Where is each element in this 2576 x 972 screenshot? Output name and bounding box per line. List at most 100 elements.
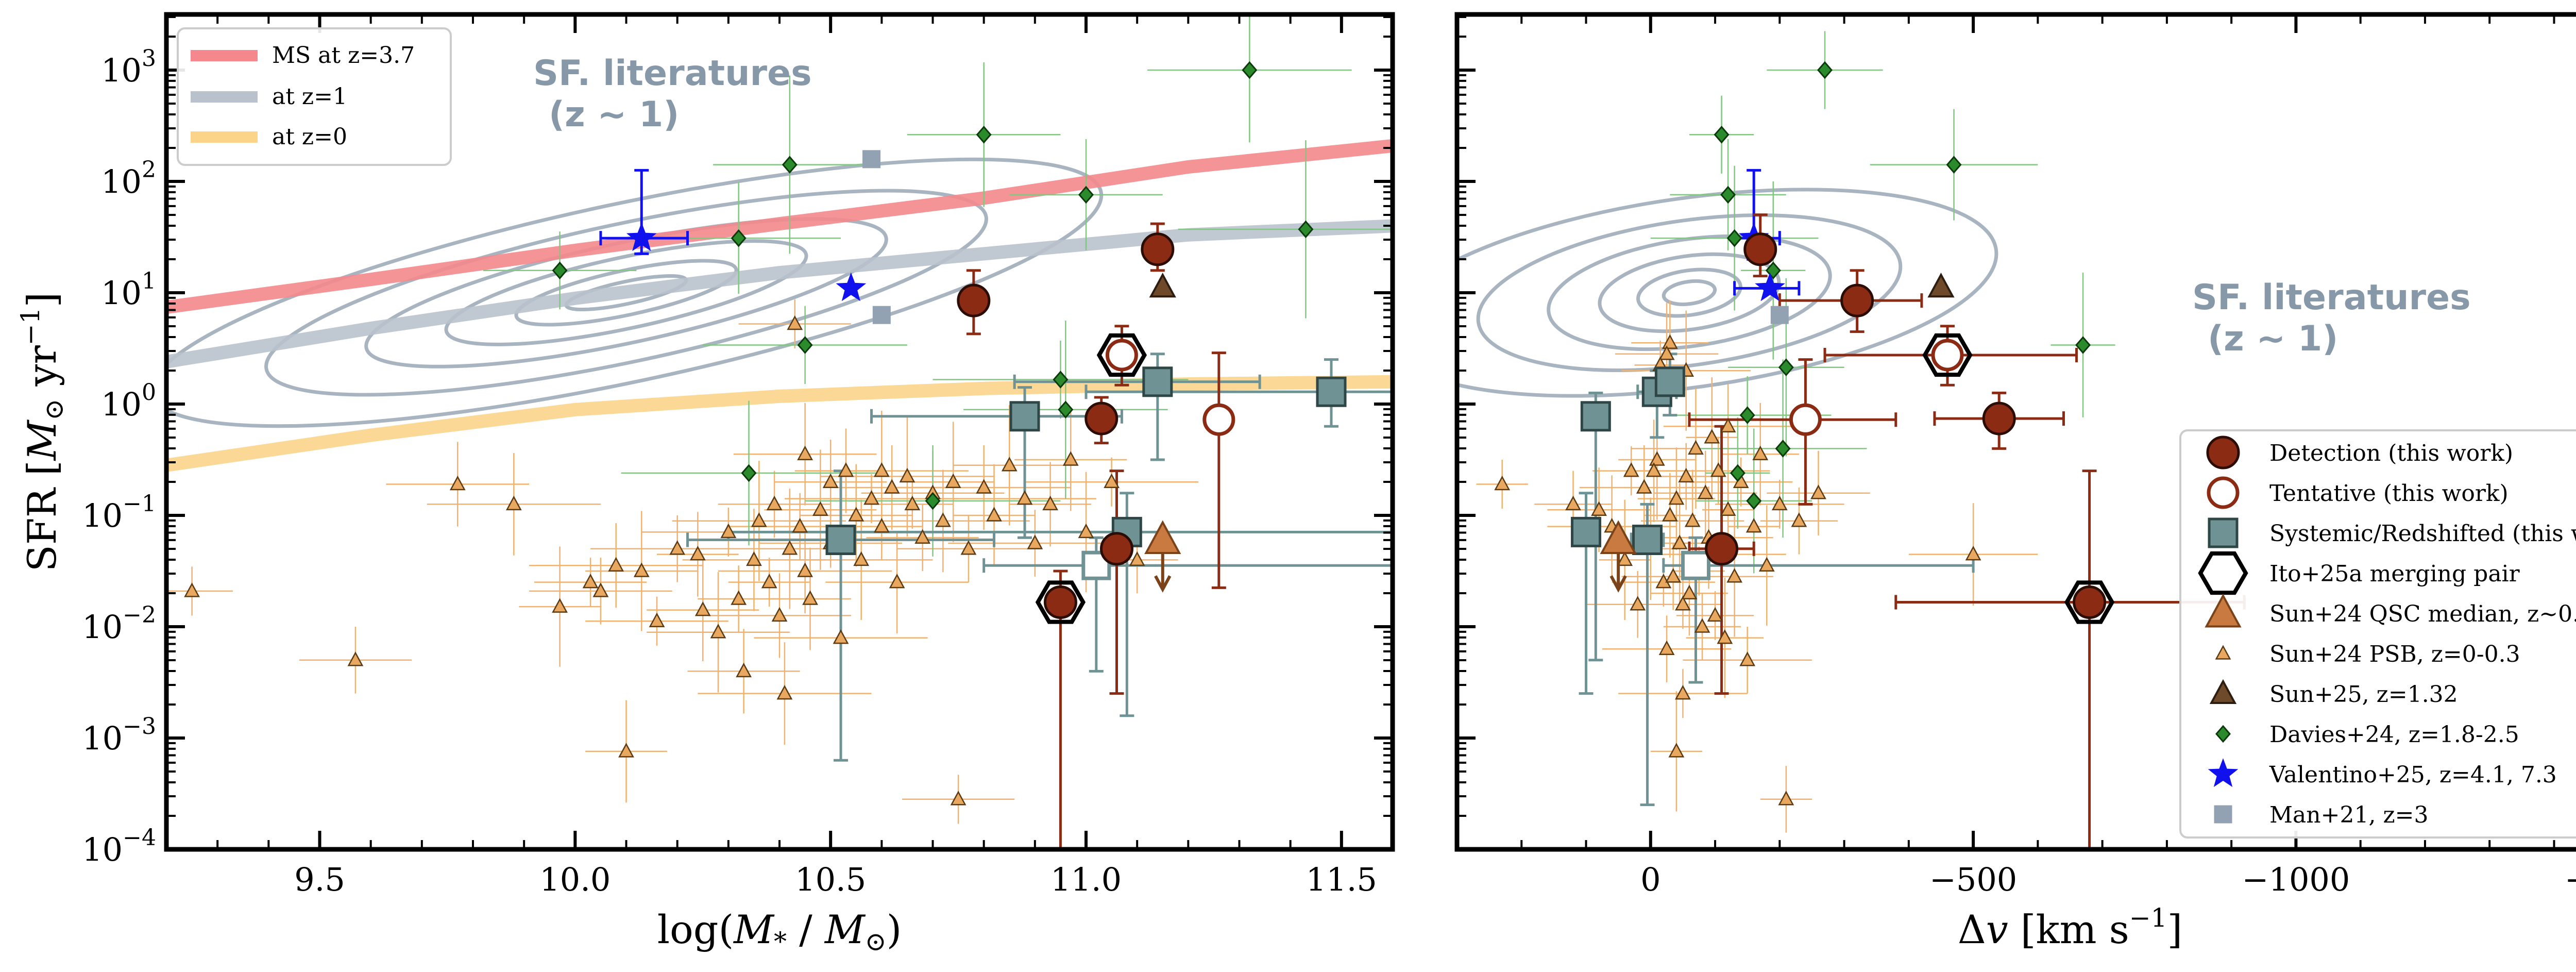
- right-diamond-point: [1775, 440, 1791, 458]
- right-small-triangle-point: [1649, 451, 1665, 466]
- left-small-triangle-point: [1027, 534, 1043, 549]
- left-small-triangle-point: [592, 582, 609, 597]
- left-big-triangle-point: [1144, 520, 1181, 555]
- left-small-triangle-point: [986, 507, 1002, 522]
- right-small-triangle-point: [1658, 345, 1675, 360]
- left-small-triangle-point: [1078, 523, 1094, 539]
- legend-label-detection: Detection (this work): [2269, 440, 2513, 466]
- left-panel: 10−4 10−3 10−2 10−1 100 101 102 103 9.5 10.0 10.5 1…: [15, 12, 1395, 957]
- left-small-triangle-point: [669, 540, 686, 555]
- left-ticks: 10−4 10−3 10−2 10−1 100 101 102 103 9.5 10.0 10.5 1…: [82, 14, 1394, 898]
- left-diamond-point: [731, 229, 747, 247]
- left-small-triangle-point: [618, 743, 634, 758]
- left-diamond-point: [1053, 371, 1069, 389]
- right-diamond-point: [1720, 186, 1736, 204]
- right-upper-limit-head: [1609, 575, 1627, 593]
- left-small-triangle-point: [899, 467, 916, 483]
- left-small-triangle-point: [853, 551, 870, 566]
- right-x-tick-label: 0: [1640, 861, 1660, 898]
- left-small-triangle-point: [838, 462, 854, 477]
- right-square-point: [1580, 401, 1611, 432]
- right-annotation-line2: (z ~ 1): [2208, 319, 2338, 359]
- right-small-triangle-point: [1720, 501, 1736, 516]
- left-small-triangle-point: [771, 607, 788, 622]
- left-hexagon-point: [1096, 333, 1147, 377]
- right-open-circle-point: [1789, 403, 1822, 436]
- right-small-triangle-point: [1668, 743, 1685, 758]
- left-y-tick-label: 103: [101, 45, 156, 89]
- right-small-triangle-point: [1726, 568, 1743, 583]
- left-small-triangle-point: [797, 562, 813, 577]
- left-annotation-line2: (z ~ 1): [549, 94, 679, 135]
- left-frame: [164, 12, 1395, 852]
- left-small-triangle-point: [746, 551, 762, 566]
- right-small-triangle-point: [1791, 512, 1807, 527]
- legend-marker-hexagon: [2198, 551, 2248, 595]
- left-small-triangle-point: [694, 601, 711, 616]
- right-small-triangle-point: [1771, 495, 1788, 511]
- right-open-circle-point: [1931, 339, 1964, 372]
- right-small-triangle-point: [1778, 791, 1794, 806]
- left-small-triangle-point: [782, 540, 798, 555]
- left-small-triangle-point: [720, 523, 737, 539]
- left-small-triangle-point: [710, 624, 726, 639]
- legend-marker-star: [2208, 758, 2239, 787]
- legend-marker-small-triangle: [2215, 645, 2231, 660]
- left-small-triangle-point: [649, 612, 665, 627]
- right-hexagon-point: [1922, 333, 1973, 377]
- right-annotation-line1: SF. literatures: [2192, 277, 2471, 318]
- left-small-triangle-point: [505, 495, 522, 511]
- left-y-tick-label: 102: [101, 157, 156, 200]
- right-small-triangle-point: [1717, 629, 1733, 644]
- left-sf-contour: [166, 157, 1104, 428]
- right-small-triangle-point: [1623, 462, 1639, 477]
- legend-label-sun24-qsc: Sun+24 QSC median, z~0.1: [2269, 601, 2576, 627]
- left-small-triangle-point: [950, 791, 967, 806]
- right-small-triangle-point: [1745, 517, 1762, 533]
- left-small-triangle-point: [582, 573, 599, 589]
- right-diamond-point: [1778, 358, 1794, 377]
- left-circle-point: [957, 283, 991, 317]
- left-diamond-point: [552, 261, 568, 280]
- right-small-triangle-point: [1668, 490, 1685, 505]
- left-square-point: [1316, 376, 1347, 407]
- left-small-triangle-point: [797, 445, 813, 460]
- left-diamond-point: [1298, 220, 1314, 239]
- left-y-tick-label: 100: [101, 379, 156, 423]
- right-small-triangle-point: [1636, 479, 1652, 494]
- left-x-axis-title: log(M* / M⊙): [657, 907, 902, 957]
- left-small-triangle-point: [1104, 473, 1120, 488]
- right-small-square-point: [1770, 306, 1789, 324]
- legend-marker-big-triangle: [2205, 593, 2242, 628]
- right-circle-point: [1982, 401, 2016, 435]
- right-legend-markers: [2198, 435, 2248, 824]
- right-small-triangle-point: [1739, 651, 1756, 666]
- left-small-triangle-point: [848, 507, 865, 522]
- left-small-triangle-point: [945, 473, 961, 488]
- right-small-triangle-point: [1810, 484, 1826, 499]
- left-small-triangle-point: [761, 573, 777, 589]
- right-small-triangle-point: [1704, 429, 1720, 444]
- left-small-triangle-point: [766, 495, 783, 511]
- left-small-triangle-point: [689, 545, 706, 561]
- left-diamond-point: [1078, 186, 1094, 204]
- left-small-triangle-point: [833, 629, 849, 644]
- left-small-triangle-point: [812, 501, 828, 516]
- left-main-sequence-line: [166, 219, 1393, 368]
- right-small-triangle-point: [1688, 440, 1704, 455]
- left-small-triangle-point: [960, 540, 977, 555]
- right-small-triangle-point: [1658, 640, 1675, 655]
- left-diamond-point: [741, 464, 757, 482]
- left-small-triangle-point: [914, 529, 931, 544]
- right-panel: 0−500−1000−1500 SF. literatures (z ~ 1) …: [1454, 12, 2576, 952]
- right-small-triangle-point: [1710, 462, 1726, 477]
- right-sf-contour: [1547, 234, 1832, 351]
- left-x-tick-label: 11.5: [1306, 861, 1377, 898]
- right-dark-triangle-point: [1927, 273, 1955, 298]
- left-circle-point: [1100, 532, 1133, 566]
- left-legend-box: [177, 27, 452, 166]
- left-x-tick-label: 10.0: [539, 861, 611, 898]
- right-small-triangle-point: [1662, 507, 1678, 522]
- right-legend-box: [2179, 429, 2576, 839]
